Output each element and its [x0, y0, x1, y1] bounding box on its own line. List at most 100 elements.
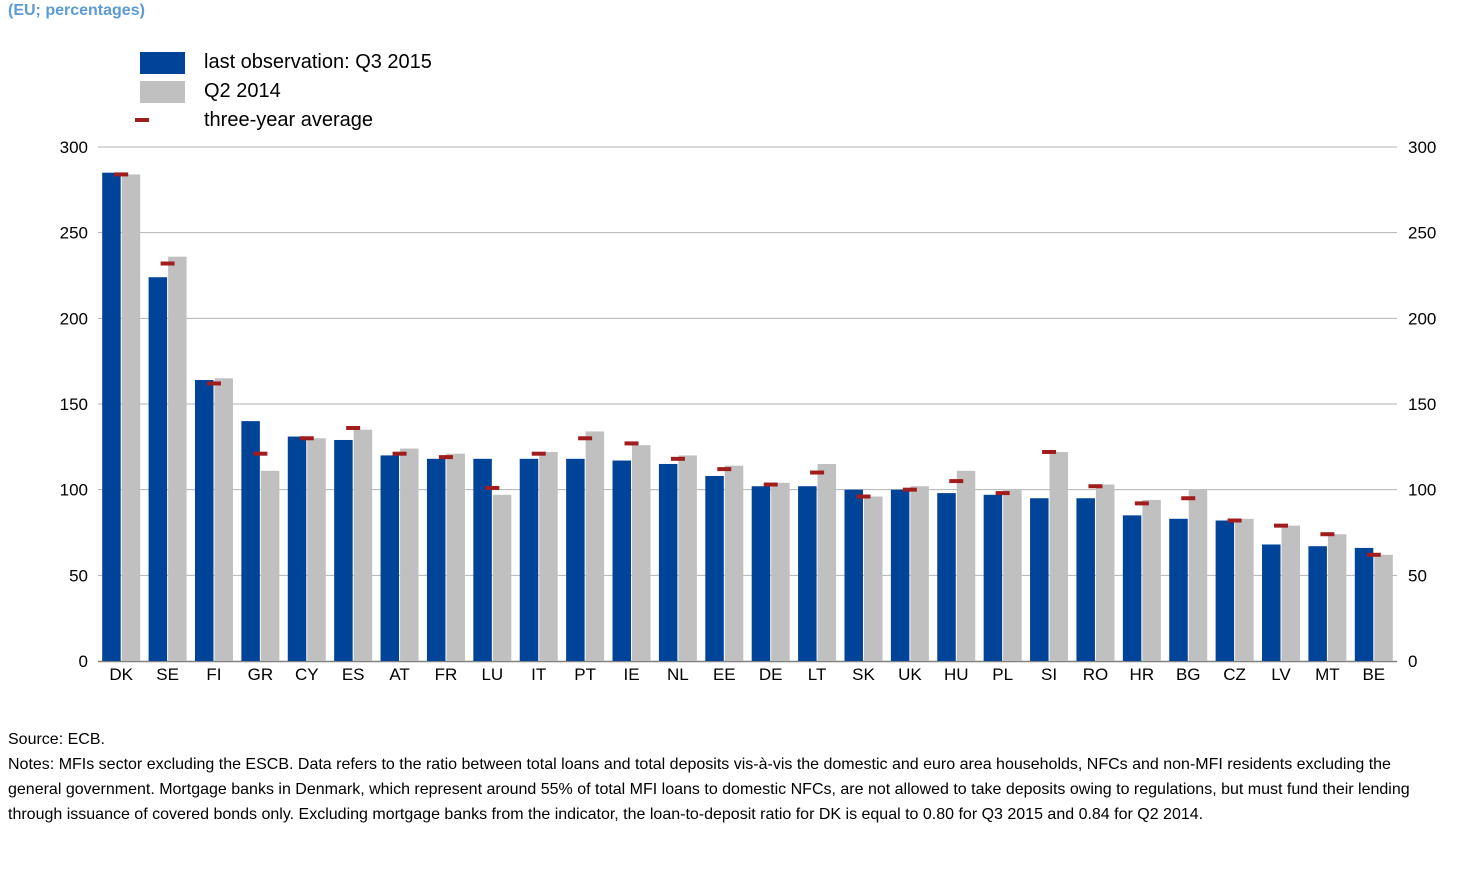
avg-marker-SI — [1042, 449, 1057, 454]
bar-q3-LU — [473, 458, 492, 661]
bar-q2-CZ — [1235, 518, 1254, 661]
x-axis-labels: DK SE FI GR CY ES AT FR LU IT PT IE NL EE DE LT SK UK HU PL… — [109, 665, 1385, 684]
y-tick-left-50: 50 — [69, 566, 88, 585]
x-label-SK: SK — [852, 665, 875, 684]
bar-q2-IT — [539, 451, 558, 661]
bar-q3-HU — [937, 493, 956, 661]
avg-marker-CY — [299, 436, 314, 441]
bar-q2-FR — [446, 453, 465, 661]
x-label-ES: ES — [342, 665, 365, 684]
avg-marker-MT — [1320, 532, 1335, 537]
y-tick-left-200: 200 — [60, 309, 88, 328]
bar-q3-ES — [334, 439, 353, 661]
x-label-CZ: CZ — [1223, 665, 1246, 684]
avg-marker-FI — [206, 381, 221, 386]
bar-q2-HU — [956, 470, 976, 661]
y-tick-right-0: 0 — [1408, 652, 1417, 671]
average-markers — [114, 172, 1381, 557]
avg-marker-FR — [438, 455, 453, 460]
y-tick-right-50: 50 — [1408, 566, 1427, 585]
bar-q3-UK — [890, 489, 910, 661]
bar-q3-GR — [241, 421, 260, 661]
bar-q2-LT — [817, 463, 837, 661]
legend-swatch-q2 — [140, 81, 185, 103]
avg-marker-NL — [670, 456, 685, 461]
avg-marker-LT — [810, 470, 825, 475]
bar-q3-MT — [1308, 546, 1327, 661]
x-label-DE: DE — [759, 665, 783, 684]
x-label-NL: NL — [667, 665, 689, 684]
bar-q3-BG — [1169, 518, 1188, 661]
avg-marker-LV — [1274, 523, 1289, 528]
notes-text: Notes: MFIs sector excluding the ESCB. D… — [8, 756, 1410, 823]
legend-label-q3: last observation: Q3 2015 — [204, 51, 432, 73]
x-label-GR: GR — [248, 665, 274, 684]
bar-q3-IE — [612, 460, 632, 661]
x-label-RO: RO — [1083, 665, 1109, 684]
bar-q3-LT — [798, 486, 817, 661]
y-tick-right-250: 250 — [1408, 224, 1436, 243]
bar-q2-SK — [863, 496, 883, 661]
y-tick-right-100: 100 — [1408, 481, 1436, 500]
avg-marker-AT — [392, 451, 407, 456]
bar-q3-IT — [519, 458, 539, 661]
bar-q2-UK — [910, 486, 929, 661]
bar-q2-SI — [1049, 451, 1069, 661]
y-tick-right-150: 150 — [1408, 395, 1436, 414]
avg-marker-BG — [1181, 496, 1196, 501]
legend-label-q2: Q2 2014 — [204, 80, 281, 102]
y-tick-left-250: 250 — [60, 224, 88, 243]
x-label-PT: PT — [574, 665, 596, 684]
bar-q2-SE — [168, 256, 187, 661]
bar-q2-GR — [260, 470, 280, 661]
bar-q2-CY — [307, 438, 326, 661]
legend-swatch-q3 — [140, 52, 185, 74]
avg-marker-HU — [949, 479, 964, 484]
bar-q3-LV — [1262, 544, 1281, 661]
x-label-LU: LU — [481, 665, 503, 684]
avg-marker-ES — [346, 425, 361, 430]
bar-q2-BE — [1374, 554, 1393, 661]
x-label-HR: HR — [1130, 665, 1155, 684]
x-label-BG: BG — [1176, 665, 1201, 684]
bar-q3-SI — [1030, 498, 1049, 661]
x-label-CY: CY — [295, 665, 319, 684]
avg-marker-IE — [624, 441, 639, 446]
bar-q3-FR — [426, 458, 446, 661]
bar-q2-PT — [585, 431, 605, 661]
bar-q3-BE — [1354, 547, 1374, 661]
bar-q2-FI — [214, 378, 233, 661]
bar-q2-AT — [400, 448, 419, 661]
bar-q2-RO — [1095, 484, 1115, 661]
avg-marker-BE — [1366, 552, 1381, 557]
bar-q2-LU — [492, 494, 512, 661]
avg-marker-PT — [578, 436, 593, 441]
x-label-DK: DK — [109, 665, 133, 684]
y-tick-left-100: 100 — [60, 481, 88, 500]
bar-q2-IE — [632, 445, 651, 661]
x-label-EE: EE — [713, 665, 736, 684]
x-label-SI: SI — [1041, 665, 1057, 684]
bar-q2-NL — [678, 455, 697, 661]
y-tick-left-300: 300 — [60, 138, 88, 157]
x-label-HU: HU — [944, 665, 969, 684]
x-label-MT: MT — [1315, 665, 1340, 684]
x-label-PL: PL — [992, 665, 1013, 684]
x-label-LT: LT — [808, 665, 827, 684]
bar-q2-ES — [353, 429, 373, 661]
y-axis-left: 0 50 100 150 200 250 300 — [60, 138, 88, 671]
avg-marker-CZ — [1227, 518, 1242, 523]
x-label-FI: FI — [206, 665, 221, 684]
bar-q3-HR — [1122, 515, 1142, 661]
legend-swatch-avg — [135, 118, 149, 122]
avg-marker-GR — [253, 451, 268, 456]
avg-marker-SK — [856, 494, 871, 499]
bar-q3-PT — [566, 458, 585, 661]
y-tick-left-150: 150 — [60, 395, 88, 414]
avg-marker-PL — [995, 491, 1010, 496]
x-label-LV: LV — [1271, 665, 1291, 684]
y-tick-left-0: 0 — [79, 652, 88, 671]
bar-q3-EE — [705, 475, 724, 661]
bars — [102, 172, 1393, 661]
bar-q2-PL — [1003, 489, 1022, 661]
